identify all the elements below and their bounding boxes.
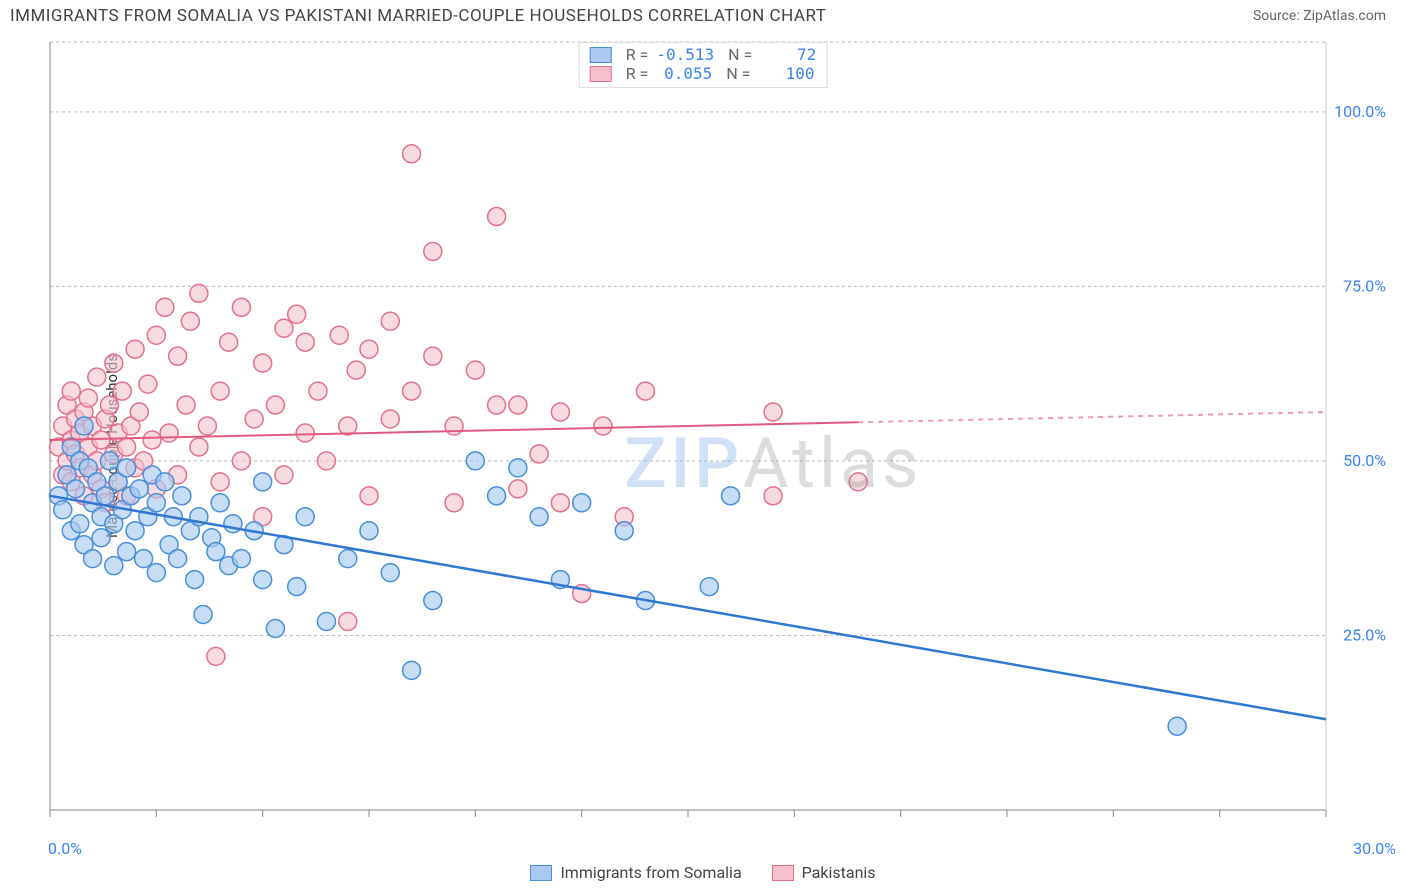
svg-text:50.0%: 50.0% [1343,451,1386,470]
legend-label-pakistanis: Pakistanis [802,863,876,882]
legend-item-somalia: Immigrants from Somalia [530,863,741,882]
swatch-somalia-bottom [530,865,552,881]
source-credit: Source: ZipAtlas.com [1253,8,1386,24]
n-value-somalia: 72 [760,45,816,64]
legend-item-pakistanis: Pakistanis [772,863,876,882]
x-axis-labels: 0.0% 30.0% [48,839,1396,858]
source-name: ZipAtlas.com [1303,8,1386,24]
legend-label-somalia: Immigrants from Somalia [560,863,741,882]
swatch-pakistanis [590,66,612,82]
x-tick-label-max: 30.0% [1353,839,1396,858]
chart-title: IMMIGRANTS FROM SOMALIA VS PAKISTANI MAR… [10,6,826,26]
legend-row-somalia: R = -0.513 N = 72 [590,45,817,64]
svg-text:25.0%: 25.0% [1343,625,1386,644]
svg-text:75.0%: 75.0% [1343,276,1386,295]
swatch-pakistanis-bottom [772,865,794,881]
n-label: N = [726,64,750,83]
x-tick-label-min: 0.0% [48,839,82,858]
n-value-pakistanis: 100 [758,64,814,83]
legend-row-pakistanis: R = 0.055 N = 100 [590,64,817,83]
r-label: R = [626,45,649,64]
swatch-somalia [590,47,612,63]
r-label: R = [626,64,649,83]
correlation-legend: R = -0.513 N = 72 R = 0.055 N = 100 [579,42,828,88]
chart-plot-area: 25.0% 50.0% 75.0% 100.0% [48,40,1396,830]
n-label: N = [728,45,752,64]
r-value-pakistanis: 0.055 [656,64,712,83]
r-value-somalia: -0.513 [656,45,714,64]
scatter-plot: 25.0% 50.0% 75.0% 100.0% [48,40,1396,830]
source-prefix: Source: [1253,8,1303,24]
series-legend: Immigrants from Somalia Pakistanis [0,857,1406,892]
svg-text:100.0%: 100.0% [1334,102,1386,121]
chart-header: IMMIGRANTS FROM SOMALIA VS PAKISTANI MAR… [0,0,1406,30]
